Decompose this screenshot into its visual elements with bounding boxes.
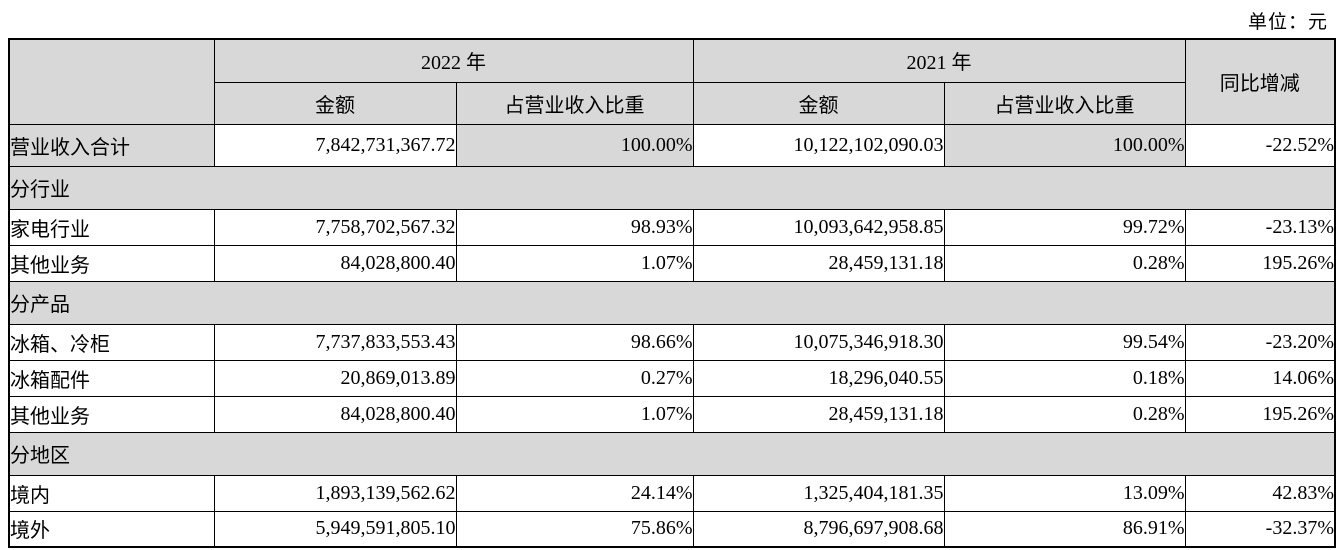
amount-2022-cell: 84,028,800.40 xyxy=(213,244,457,282)
table-row: 冰箱、冷柜 7,737,833,553.43 98.66% 10,075,346,91… xyxy=(8,323,1336,361)
section-label-cell: 分行业 xyxy=(8,165,1336,210)
ratio-2022-cell: 24.14% xyxy=(455,474,694,512)
row-label-cell: 冰箱、冷柜 xyxy=(8,323,215,361)
yoy-cell: 42.83% xyxy=(1184,474,1336,512)
ratio-2021-cell: 13.09% xyxy=(943,474,1186,512)
yoy-cell: 195.26% xyxy=(1184,244,1336,282)
amount-2021-cell: 1,325,404,181.35 xyxy=(692,474,945,512)
ratio-2022-cell: 98.93% xyxy=(455,208,694,246)
header-row-years: 2022 年 2021 年 同比增减 xyxy=(8,38,1336,125)
amount-2021-cell: 28,459,131.18 xyxy=(692,395,945,433)
ratio-2021-cell: 0.28% xyxy=(943,395,1186,433)
yoy-cell: -23.20% xyxy=(1184,323,1336,361)
header-ratio-2022: 占营业收入比重 xyxy=(455,81,694,125)
table-row: 家电行业 7,758,702,567.32 98.93% 10,093,642,958… xyxy=(8,208,1336,246)
amount-2021-cell: 10,075,346,918.30 xyxy=(692,323,945,361)
table-row: 其他业务 84,028,800.40 1.07% 28,459,131.18 0.28%… xyxy=(8,395,1336,433)
table-row: 冰箱配件 20,869,013.89 0.27% 18,296,040.55 0.18%… xyxy=(8,359,1336,397)
ratio-2021-cell: 99.54% xyxy=(943,323,1186,361)
yoy-cell: -23.13% xyxy=(1184,208,1336,246)
section-row: 分产品 xyxy=(8,280,1336,325)
amount-2021-cell: 8,796,697,908.68 xyxy=(692,510,945,548)
amount-2022-cell: 7,842,731,367.72 xyxy=(213,123,457,167)
row-label-cell: 其他业务 xyxy=(8,244,215,282)
row-label-cell: 境内 xyxy=(8,474,215,512)
ratio-2021-cell: 99.72% xyxy=(943,208,1186,246)
amount-2022-cell: 7,758,702,567.32 xyxy=(213,208,457,246)
table-row: 营业收入合计 7,842,731,367.72 100.00% 10,122,102,… xyxy=(8,123,1336,167)
header-year-2022: 2022 年 xyxy=(213,38,694,83)
amount-2021-cell: 18,296,040.55 xyxy=(692,359,945,397)
row-label-cell: 其他业务 xyxy=(8,395,215,433)
header-year-2021: 2021 年 xyxy=(692,38,1186,83)
yoy-cell: -32.37% xyxy=(1184,510,1336,548)
ratio-2021-cell: 100.00% xyxy=(943,123,1186,167)
row-label-cell: 家电行业 xyxy=(8,208,215,246)
unit-label: 单位：元 xyxy=(1247,12,1328,33)
amount-2022-cell: 20,869,013.89 xyxy=(213,359,457,397)
row-label-cell: 境外 xyxy=(8,510,215,548)
amount-2022-cell: 84,028,800.40 xyxy=(213,395,457,433)
amount-2022-cell: 7,737,833,553.43 xyxy=(213,323,457,361)
header-yoy: 同比增减 xyxy=(1184,38,1336,125)
header-amount-2022: 金额 xyxy=(213,81,457,125)
amount-2022-cell: 5,949,591,805.10 xyxy=(213,510,457,548)
ratio-2021-cell: 0.18% xyxy=(943,359,1186,397)
amount-2021-cell: 10,093,642,958.85 xyxy=(692,208,945,246)
header-corner-cell xyxy=(8,38,215,125)
row-label-cell: 冰箱配件 xyxy=(8,359,215,397)
table-row: 境外 5,949,591,805.10 75.86% 8,796,697,908.68… xyxy=(8,510,1336,548)
section-row: 分行业 xyxy=(8,165,1336,210)
ratio-2021-cell: 86.91% xyxy=(943,510,1186,548)
section-row: 分地区 xyxy=(8,431,1336,476)
row-label-cell: 营业收入合计 xyxy=(8,123,215,167)
header-amount-2021: 金额 xyxy=(692,81,945,125)
ratio-2022-cell: 98.66% xyxy=(455,323,694,361)
amount-2021-cell: 28,459,131.18 xyxy=(692,244,945,282)
header-ratio-2021: 占营业收入比重 xyxy=(943,81,1186,125)
ratio-2022-cell: 75.86% xyxy=(455,510,694,548)
yoy-cell: 14.06% xyxy=(1184,359,1336,397)
yoy-cell: 195.26% xyxy=(1184,395,1336,433)
ratio-2022-cell: 100.00% xyxy=(455,123,694,167)
table-row: 其他业务 84,028,800.40 1.07% 28,459,131.18 0.28%… xyxy=(8,244,1336,282)
ratio-2021-cell: 0.28% xyxy=(943,244,1186,282)
section-label-cell: 分地区 xyxy=(8,431,1336,476)
ratio-2022-cell: 1.07% xyxy=(455,244,694,282)
amount-2022-cell: 1,893,139,562.62 xyxy=(213,474,457,512)
ratio-2022-cell: 1.07% xyxy=(455,395,694,433)
revenue-breakdown-table: 2022 年 2021 年 同比增减 金额 占营业收入比重 金额 占营业收入比重… xyxy=(8,38,1336,548)
ratio-2022-cell: 0.27% xyxy=(455,359,694,397)
amount-2021-cell: 10,122,102,090.03 xyxy=(692,123,945,167)
table-row: 境内 1,893,139,562.62 24.14% 1,325,404,181.35… xyxy=(8,474,1336,512)
header-row-metrics: 金额 占营业收入比重 金额 占营业收入比重 xyxy=(9,81,1335,125)
yoy-cell: -22.52% xyxy=(1184,123,1336,167)
section-label-cell: 分产品 xyxy=(8,280,1336,325)
